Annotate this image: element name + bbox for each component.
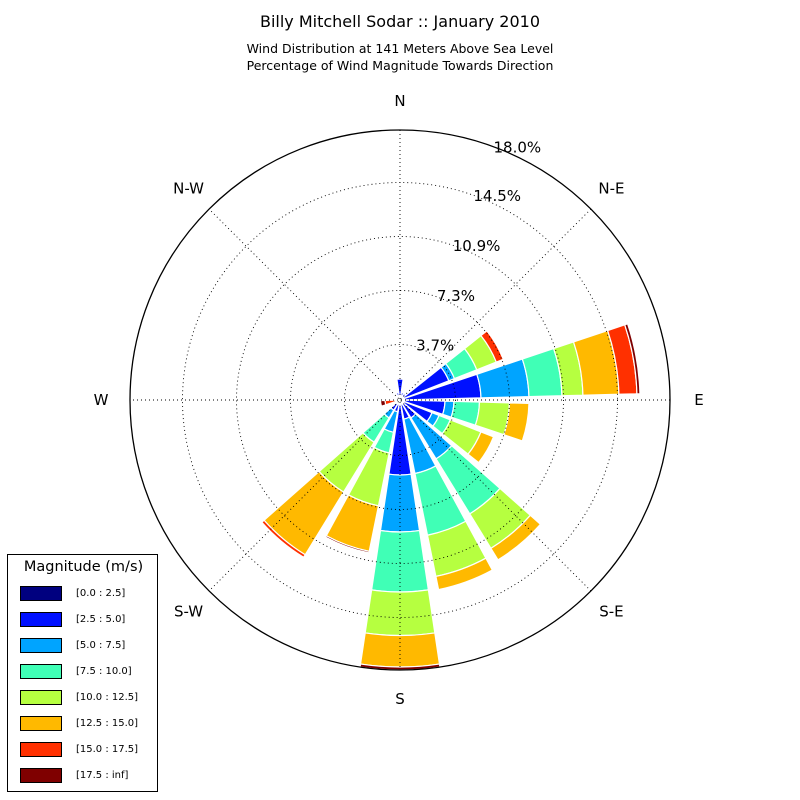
wind-bar-100-bin-5	[503, 402, 530, 442]
direction-label-w: W	[94, 391, 109, 409]
wind-bar-180-bin-4	[364, 589, 436, 637]
legend-swatch	[20, 612, 62, 627]
wind-bar-220-bin-5	[263, 470, 345, 556]
direction-label-n-w: N-W	[173, 180, 204, 198]
legend-swatch	[20, 586, 62, 601]
direction-label-n: N	[394, 92, 405, 110]
polar-grid	[129, 129, 671, 671]
legend-swatch	[20, 768, 62, 783]
grid-ring	[344, 344, 456, 456]
legend-label: [7.5 : 10.0]	[76, 666, 132, 677]
radial-tick-label: 10.9%	[453, 237, 501, 255]
legend-label: [5.0 : 7.5]	[76, 640, 126, 651]
wind-bar-120-bin-5	[467, 431, 495, 464]
wind-bar-340-bin-1	[395, 391, 400, 397]
wind-bar-160-bin-5	[435, 557, 494, 591]
direction-label-s: S	[395, 690, 405, 708]
legend-label: [0.0 : 2.5]	[76, 588, 126, 599]
legend-label: [15.0 : 17.5]	[76, 744, 139, 755]
legend-label: [10.0 : 12.5]	[76, 692, 139, 703]
radial-tick-label: 7.3%	[437, 287, 475, 305]
wind-bar-260-bin-7	[379, 399, 387, 407]
direction-label-e: E	[694, 391, 703, 409]
legend-swatch	[20, 716, 62, 731]
chart-subtitle-line1: Wind Distribution at 141 Meters Above Se…	[246, 41, 554, 56]
legend-title: Magnitude (m/s)	[23, 559, 144, 575]
wind-bar-80-bin-7	[623, 323, 641, 395]
radial-tick-label: 14.5%	[473, 187, 521, 205]
chart-title: Billy Mitchell Sodar :: January 2010	[259, 12, 541, 31]
legend-label: [17.5 : inf]	[76, 770, 129, 781]
wind-bar-0-bin-1	[396, 378, 404, 397]
radial-tick-label: 18.0%	[493, 139, 541, 157]
direction-label-n-e: N-E	[598, 180, 624, 198]
chart-subtitle-line2: Percentage of Wind Magnitude Towards Dir…	[246, 58, 554, 73]
direction-label-s-w: S-W	[174, 602, 203, 620]
legend-swatch	[20, 638, 62, 653]
legend-swatch	[20, 664, 62, 679]
legend-label: [2.5 : 5.0]	[76, 614, 126, 625]
grid-ring	[236, 236, 564, 564]
wind-bar-260-bin-6	[384, 399, 397, 406]
wind-bar-140-bin-5	[490, 514, 542, 561]
direction-label-s-e: S-E	[599, 602, 623, 620]
radial-tick-label: 3.7%	[416, 337, 454, 355]
wind-rose-bars	[260, 323, 641, 671]
polar-labels: N N-E E S-E S S-W W N-W 3.7% 7.3% 10.9% 14.5% 18.0%	[94, 92, 704, 708]
wind-bar-60-bin-6	[480, 330, 505, 363]
legend-label: [12.5 : 15.0]	[76, 718, 139, 729]
wind-bar-100-bin-4	[474, 401, 511, 436]
legend: Magnitude (m/s) [0.0 : 2.5] [2.5 : 5.0] [5…	[7, 554, 158, 792]
legend-swatch	[20, 742, 62, 757]
wind-bar-220-bin-6	[260, 519, 306, 559]
legend-swatch	[20, 690, 62, 705]
wind-bar-200-bin-7	[324, 534, 370, 554]
